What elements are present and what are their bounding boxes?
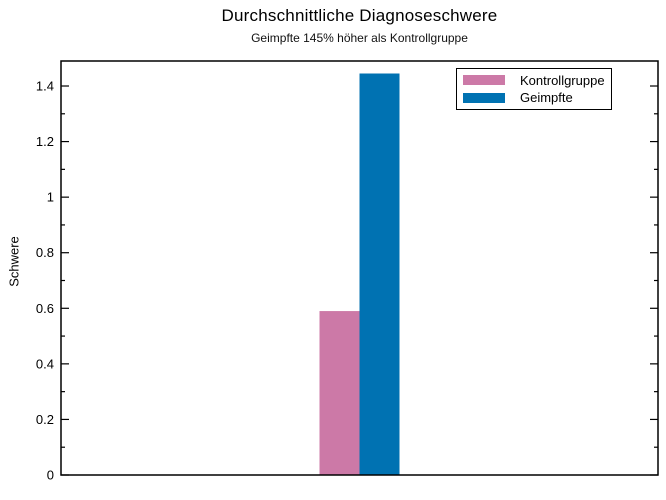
chart-title: Durchschnittliche Diagnoseschwere [221,6,498,25]
y-tick-label: 1.2 [36,134,54,149]
y-tick-label: 0 [47,468,54,483]
legend-item-geimpfte: Geimpfte [463,90,605,106]
y-tick-label: 1 [47,190,54,205]
y-tick-label: 0.2 [36,412,54,427]
y-tick-label: 0.6 [36,301,54,316]
legend-item-kontrollgruppe: Kontrollgruppe [463,72,605,88]
legend-swatch-kontrollgruppe [463,75,505,86]
legend-swatch-geimpfte [463,92,505,103]
y-tick-label: 1.4 [36,79,54,94]
y-tick-label: 0.4 [36,356,54,371]
bar-geimpfte [359,73,400,475]
legend-label-kontrollgruppe: Kontrollgruppe [520,72,605,88]
bar-kontrollgruppe [319,311,360,475]
legend-box: Kontrollgruppe Geimpfte [456,68,612,110]
y-tick-label: 0.8 [36,245,54,260]
chart-subtitle: Geimpfte 145% höher als Kontrollgruppe [251,31,468,45]
legend-label-geimpfte: Geimpfte [520,90,573,106]
